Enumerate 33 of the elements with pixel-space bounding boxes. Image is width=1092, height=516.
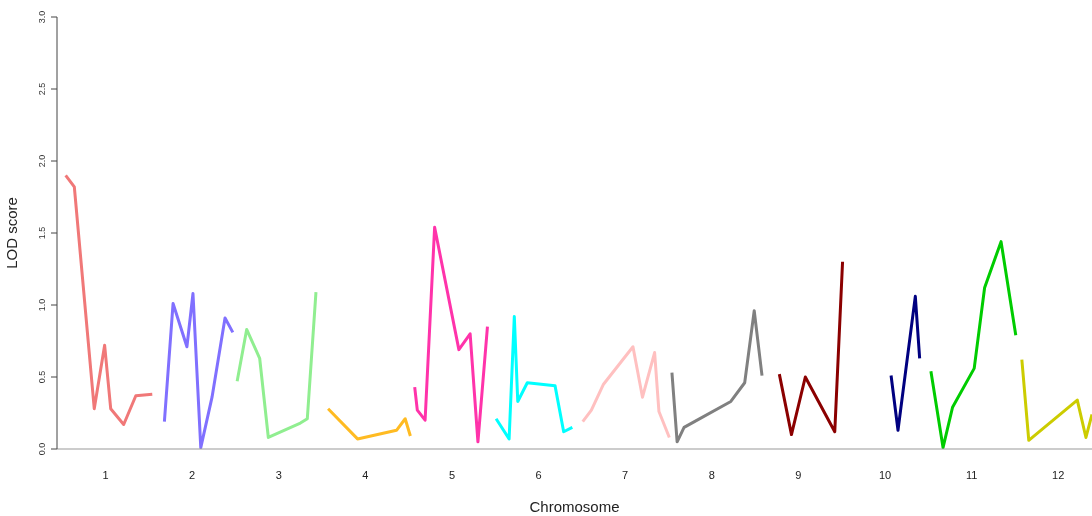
line-series — [162, 291, 235, 449]
x-tick-label: 6 — [535, 468, 542, 481]
x-tick-label: 8 — [708, 468, 715, 481]
y-tick-label: 1.5 — [37, 226, 47, 240]
line-series — [326, 407, 412, 441]
x-tick-label: 5 — [448, 468, 456, 481]
x-tick-label: 1 — [102, 468, 109, 481]
y-tick-label: 0.0 — [37, 442, 47, 456]
y-tick-label: 2.0 — [37, 154, 47, 168]
x-axis-title: Chromosome — [529, 498, 620, 515]
line-series — [889, 294, 922, 432]
y-tick-label: 2.5 — [37, 82, 47, 96]
line-series — [494, 315, 574, 441]
y-tick-label: 3.0 — [37, 10, 47, 24]
y-tick-label: 1.0 — [37, 298, 47, 312]
line-series — [235, 290, 318, 439]
x-tick-label: 4 — [362, 468, 369, 481]
y-axis-title: LOD score — [3, 197, 21, 269]
x-tick-label: 9 — [795, 468, 802, 481]
line-series — [1020, 358, 1092, 442]
x-tick-label: 10 — [878, 468, 892, 481]
x-tick-label: 12 — [1052, 468, 1065, 481]
line-series — [777, 260, 845, 437]
line-series — [670, 309, 764, 444]
x-tick-label: 11 — [965, 468, 978, 481]
x-tick-label: 3 — [275, 468, 282, 481]
x-tick-label: 7 — [622, 468, 629, 481]
line-series — [929, 240, 1018, 449]
y-tick-label: 0.5 — [37, 370, 47, 384]
x-tick-label: 2 — [189, 468, 196, 481]
line-series — [413, 225, 489, 444]
line-series — [581, 345, 671, 439]
line-series — [64, 173, 154, 427]
